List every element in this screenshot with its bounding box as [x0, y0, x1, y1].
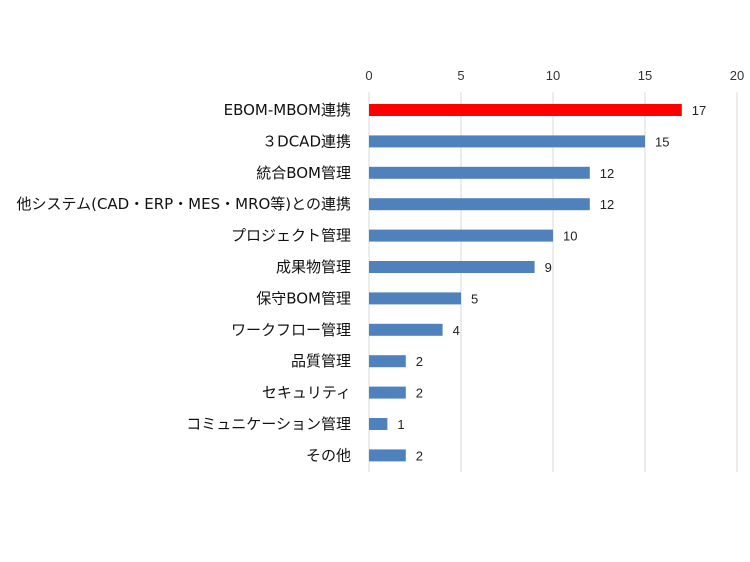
data-label: 9: [545, 260, 552, 275]
category-label: 他システム(CAD・ERP・MES・MRO等)との連携: [17, 195, 351, 213]
bars: [369, 104, 682, 462]
category-label: 統合BOM管理: [256, 164, 351, 182]
bar: [369, 323, 443, 336]
data-label: 12: [600, 166, 614, 181]
bar: [369, 355, 406, 368]
x-axis-ticks: 0 5 10 15 20: [365, 68, 744, 83]
x-tick-label: 5: [457, 68, 464, 83]
x-tick-label: 15: [638, 68, 652, 83]
data-label: 15: [655, 134, 669, 149]
x-tick-label: 20: [730, 68, 744, 83]
bar: [369, 449, 406, 462]
category-label: その他: [306, 446, 351, 464]
data-label: 12: [600, 197, 614, 212]
x-tick-label: 10: [546, 68, 560, 83]
category-label: EBOM-MBOM連携: [224, 101, 351, 119]
bar: [369, 104, 682, 116]
category-label: プロジェクト管理: [231, 227, 351, 245]
data-label: 2: [416, 448, 423, 463]
category-labels: EBOM-MBOM連携 ３DCAD連携統合BOM管理他システム(CAD・ERP・M…: [17, 101, 351, 464]
category-label: 成果物管理: [276, 258, 351, 276]
category-label: セキュリティ: [262, 384, 351, 402]
data-label: 2: [416, 354, 423, 369]
x-tick-label: 0: [365, 68, 372, 83]
bar: [369, 198, 590, 211]
data-label: 10: [563, 229, 577, 244]
category-label: 保守BOM管理: [256, 289, 351, 307]
data-label: 17: [692, 103, 706, 118]
bar: [369, 229, 553, 242]
gridlines: [368, 92, 738, 472]
category-label: ワークフロー管理: [231, 321, 351, 339]
data-label: 2: [416, 386, 423, 401]
bar: [369, 135, 645, 148]
bar: [369, 418, 388, 430]
bar: [369, 261, 535, 273]
data-label: 4: [453, 323, 460, 338]
bar: [369, 166, 590, 179]
bar: [369, 386, 406, 399]
category-label: コミュニケーション管理: [186, 415, 351, 433]
data-label: 5: [471, 291, 478, 306]
data-label: 1: [397, 417, 404, 432]
category-label: 品質管理: [291, 352, 351, 370]
bar: [369, 292, 461, 305]
category-label: ３DCAD連携: [262, 132, 351, 150]
